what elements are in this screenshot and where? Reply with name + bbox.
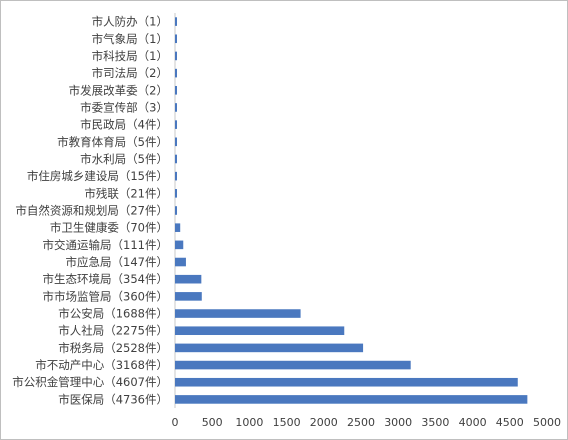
category-label: 市公积金管理中心（4607件） xyxy=(12,375,168,389)
bar xyxy=(175,377,518,387)
category-label: 市水利局（5件） xyxy=(80,152,168,166)
category-label: 市残联（21件） xyxy=(84,186,168,200)
category-label: 市不动产中心（3168件） xyxy=(35,358,168,372)
bar xyxy=(175,17,177,26)
x-tick-label: 2000 xyxy=(310,416,338,429)
x-tick-label: 500 xyxy=(202,416,223,429)
bar xyxy=(175,68,177,78)
category-label: 市医保局（4736件） xyxy=(58,392,168,406)
category-label: 市卫生健康委（70件） xyxy=(50,221,168,235)
bar xyxy=(175,189,177,198)
category-label: 市人社局（2275件） xyxy=(58,324,168,338)
bar xyxy=(175,85,177,95)
category-label: 市公安局（1688件） xyxy=(58,307,168,321)
bar xyxy=(175,292,202,301)
bar xyxy=(175,120,177,129)
x-tick-label: 3000 xyxy=(384,416,412,429)
category-label: 市自然资源和规划局（27件） xyxy=(15,204,168,218)
bar xyxy=(175,326,345,336)
category-label: 市人防办（1） xyxy=(92,15,168,29)
bar xyxy=(175,240,184,250)
x-tick-label: 0 xyxy=(172,416,179,429)
x-tick-label: 5000 xyxy=(533,416,561,429)
bar xyxy=(175,137,177,147)
bar xyxy=(175,34,177,44)
category-label: 市教育体育局（5件） xyxy=(57,135,168,149)
bar xyxy=(175,206,178,215)
bar xyxy=(175,343,364,353)
category-label: 市发展改革委（2） xyxy=(69,83,168,97)
category-label: 市住房城乡建设局（15件） xyxy=(27,169,168,183)
bar xyxy=(175,309,301,318)
category-label: 市税务局（2528件） xyxy=(58,341,168,355)
category-label: 市气象局（1） xyxy=(92,32,168,46)
category-label: 市科技局（1） xyxy=(92,49,168,63)
x-tick-label: 4500 xyxy=(496,416,524,429)
category-label: 市市场监管局（360件） xyxy=(43,289,168,303)
bar xyxy=(175,360,411,370)
category-label: 市民政局（4件） xyxy=(80,118,168,132)
bar xyxy=(175,257,186,267)
bar xyxy=(175,171,177,181)
x-tick-label: 1000 xyxy=(235,416,263,429)
x-tick-label: 2500 xyxy=(347,416,375,429)
bar xyxy=(175,223,181,232)
bar xyxy=(175,274,202,284)
bar xyxy=(175,395,528,404)
category-label: 市交通运输局（111件） xyxy=(43,238,168,252)
category-label: 市应急局（147件） xyxy=(66,255,168,269)
x-tick-label: 4000 xyxy=(459,416,487,429)
category-label: 市委宣传部（3） xyxy=(80,100,168,114)
bar xyxy=(175,103,177,112)
bar xyxy=(175,154,177,164)
category-label: 市司法局（2） xyxy=(92,66,168,80)
category-label: 市生态环境局（354件） xyxy=(43,272,168,286)
x-tick-label: 3500 xyxy=(421,416,449,429)
x-tick-label: 1500 xyxy=(273,416,301,429)
bar xyxy=(175,51,177,61)
